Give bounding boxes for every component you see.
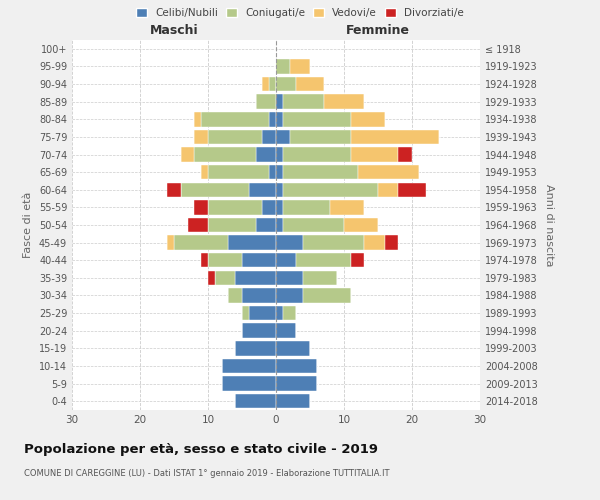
Bar bbox=[351, 130, 439, 144]
Bar bbox=[249, 306, 276, 320]
Bar bbox=[276, 324, 296, 338]
Bar bbox=[296, 253, 351, 268]
Text: COMUNE DI CAREGGINE (LU) - Dati ISTAT 1° gennaio 2019 - Elaborazione TUTTITALIA.: COMUNE DI CAREGGINE (LU) - Dati ISTAT 1°… bbox=[24, 468, 389, 477]
Bar bbox=[276, 358, 317, 373]
Bar bbox=[208, 130, 262, 144]
Bar bbox=[344, 218, 378, 232]
Bar bbox=[201, 165, 208, 180]
Bar bbox=[276, 236, 303, 250]
Bar bbox=[208, 165, 269, 180]
Bar bbox=[256, 218, 276, 232]
Bar bbox=[303, 270, 337, 285]
Bar bbox=[276, 218, 283, 232]
Bar bbox=[283, 200, 331, 214]
Bar bbox=[235, 341, 276, 355]
Bar bbox=[276, 94, 283, 109]
Bar bbox=[276, 341, 310, 355]
Bar bbox=[276, 182, 283, 197]
Bar bbox=[276, 200, 283, 214]
Bar bbox=[229, 236, 276, 250]
Bar bbox=[378, 182, 398, 197]
Bar bbox=[351, 253, 364, 268]
Bar bbox=[208, 200, 262, 214]
Bar bbox=[276, 59, 290, 74]
Bar bbox=[167, 236, 174, 250]
Bar bbox=[385, 236, 398, 250]
Bar bbox=[283, 94, 323, 109]
Bar bbox=[194, 112, 201, 126]
Bar bbox=[351, 148, 398, 162]
Bar bbox=[283, 112, 351, 126]
Bar bbox=[201, 253, 208, 268]
Bar bbox=[242, 288, 276, 302]
Bar bbox=[364, 236, 385, 250]
Bar bbox=[276, 270, 303, 285]
Bar bbox=[174, 236, 229, 250]
Bar bbox=[256, 148, 276, 162]
Bar bbox=[208, 218, 256, 232]
Bar bbox=[194, 130, 208, 144]
Bar bbox=[208, 270, 215, 285]
Bar bbox=[242, 306, 249, 320]
Bar bbox=[221, 376, 276, 391]
Bar bbox=[276, 306, 283, 320]
Bar bbox=[262, 77, 269, 92]
Bar bbox=[215, 270, 235, 285]
Bar bbox=[269, 112, 276, 126]
Bar bbox=[242, 324, 276, 338]
Bar bbox=[221, 358, 276, 373]
Bar bbox=[229, 288, 242, 302]
Bar bbox=[303, 288, 351, 302]
Bar bbox=[283, 218, 344, 232]
Bar bbox=[303, 236, 364, 250]
Bar bbox=[290, 59, 310, 74]
Bar bbox=[194, 200, 208, 214]
Bar bbox=[276, 130, 290, 144]
Bar bbox=[276, 288, 303, 302]
Bar bbox=[283, 148, 351, 162]
Bar bbox=[290, 130, 351, 144]
Bar bbox=[269, 165, 276, 180]
Bar bbox=[323, 94, 364, 109]
Y-axis label: Fasce di età: Fasce di età bbox=[23, 192, 33, 258]
Legend: Celibi/Nubili, Coniugati/e, Vedovi/e, Divorziati/e: Celibi/Nubili, Coniugati/e, Vedovi/e, Di… bbox=[133, 5, 467, 21]
Text: Popolazione per età, sesso e stato civile - 2019: Popolazione per età, sesso e stato civil… bbox=[24, 442, 378, 456]
Bar bbox=[283, 165, 358, 180]
Bar bbox=[283, 182, 378, 197]
Bar bbox=[256, 94, 276, 109]
Bar bbox=[194, 148, 256, 162]
Bar bbox=[276, 165, 283, 180]
Bar bbox=[358, 165, 419, 180]
Bar bbox=[235, 394, 276, 408]
Bar bbox=[201, 112, 269, 126]
Bar bbox=[398, 148, 412, 162]
Bar bbox=[276, 112, 283, 126]
Bar bbox=[188, 218, 208, 232]
Bar bbox=[276, 148, 283, 162]
Y-axis label: Anni di nascita: Anni di nascita bbox=[544, 184, 554, 266]
Bar bbox=[181, 182, 249, 197]
Bar bbox=[276, 253, 296, 268]
Bar bbox=[242, 253, 276, 268]
Bar bbox=[167, 182, 181, 197]
Bar bbox=[398, 182, 425, 197]
Text: Femmine: Femmine bbox=[346, 24, 410, 38]
Bar bbox=[296, 77, 323, 92]
Bar bbox=[235, 270, 276, 285]
Bar bbox=[181, 148, 194, 162]
Bar bbox=[276, 394, 310, 408]
Bar bbox=[283, 306, 296, 320]
Bar bbox=[276, 77, 296, 92]
Text: Maschi: Maschi bbox=[149, 24, 199, 38]
Bar bbox=[276, 376, 317, 391]
Bar bbox=[249, 182, 276, 197]
Bar bbox=[262, 200, 276, 214]
Bar bbox=[331, 200, 364, 214]
Bar bbox=[351, 112, 385, 126]
Bar bbox=[262, 130, 276, 144]
Bar bbox=[269, 77, 276, 92]
Bar bbox=[208, 253, 242, 268]
